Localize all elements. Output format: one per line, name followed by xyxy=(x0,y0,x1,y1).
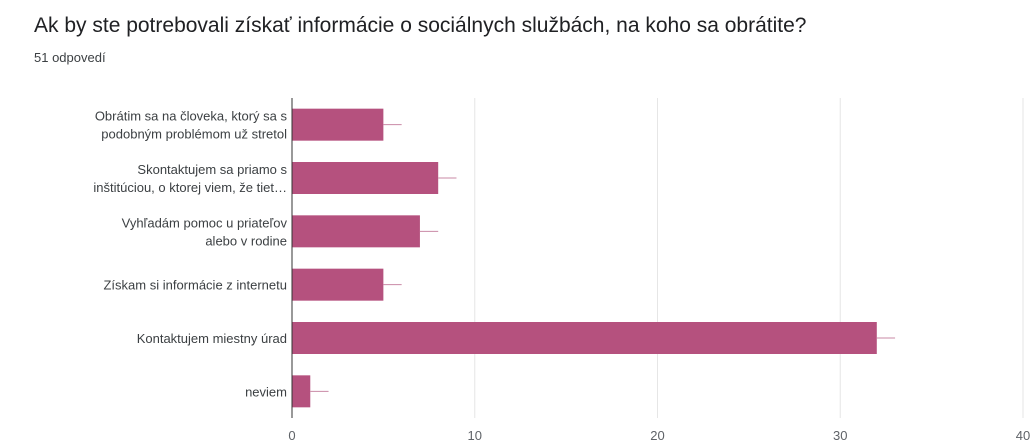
chart-title: Ak by ste potrebovali získať informácie … xyxy=(34,14,807,37)
bar xyxy=(292,322,877,354)
x-tick-label: 10 xyxy=(468,428,482,443)
x-tick-label: 0 xyxy=(288,428,295,443)
category-label: neviem xyxy=(245,384,287,399)
bar xyxy=(292,268,384,301)
x-tick-label: 40 xyxy=(1016,428,1030,443)
bar xyxy=(292,375,311,408)
category-label: alebo v rodine xyxy=(205,233,287,248)
x-tick-label: 30 xyxy=(833,428,847,443)
category-label: podobným problémom už stretol xyxy=(101,127,287,142)
bar xyxy=(292,108,384,141)
category-label: Získam si informácie z internetu xyxy=(103,278,287,293)
category-label: Skontaktujem sa priamo s xyxy=(137,162,287,177)
bar xyxy=(292,215,420,248)
category-label: Vyhľadám pomoc u priateľov xyxy=(122,215,288,230)
bar xyxy=(292,162,439,194)
x-tick-label: 20 xyxy=(650,428,664,443)
response-count: 51 odpovedí xyxy=(34,50,106,65)
category-label: Kontaktujem miestny úrad xyxy=(137,331,287,346)
category-label: inštitúciou, o ktorej viem, že tiet… xyxy=(93,180,287,195)
category-label: Obrátim sa na človeka, ktorý sa s xyxy=(95,109,288,124)
